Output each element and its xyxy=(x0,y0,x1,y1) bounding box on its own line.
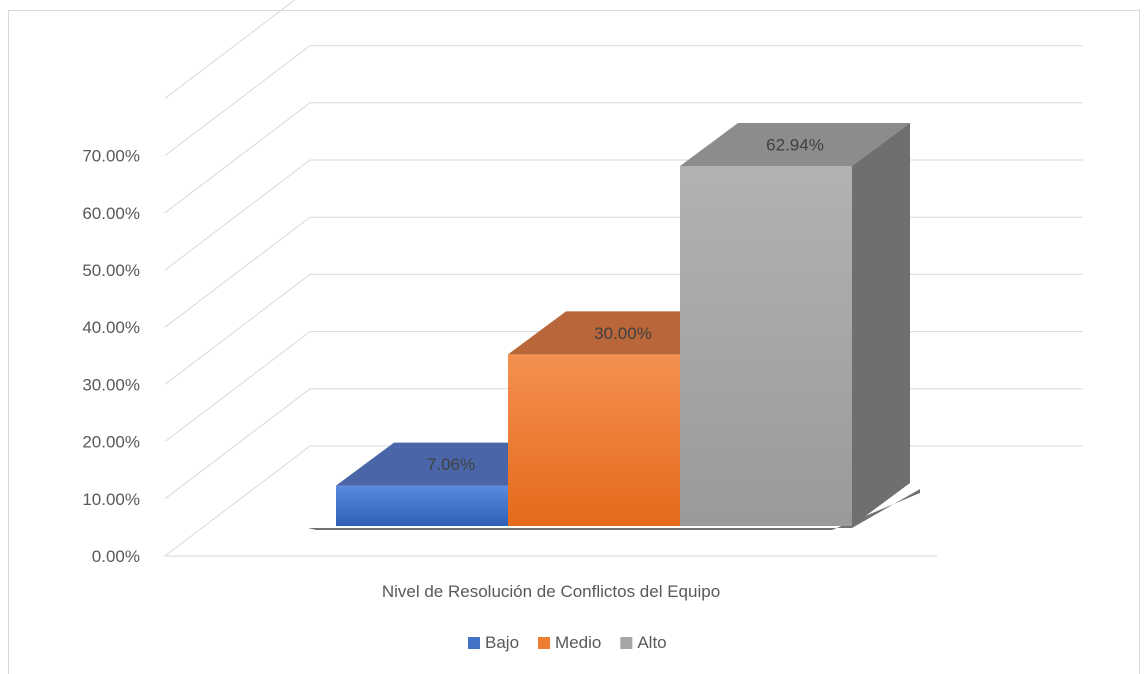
legend: Bajo Medio Alto xyxy=(468,633,667,652)
data-label: 7.06% xyxy=(427,455,475,474)
legend-label: Medio xyxy=(555,633,601,652)
gridline xyxy=(164,216,1083,328)
y-tick-label: 30.00% xyxy=(82,375,140,394)
bar-alto xyxy=(680,122,910,526)
legend-item-alto: Alto xyxy=(620,633,667,652)
x-axis-title: Nivel de Resolución de Conflictos del Eq… xyxy=(382,582,720,601)
bar-front-face xyxy=(508,354,680,526)
bars xyxy=(308,122,920,530)
y-tick-label: 70.00% xyxy=(82,147,140,166)
chart-frame xyxy=(8,10,1140,674)
legend-item-bajo: Bajo xyxy=(468,633,519,652)
bar-front-face xyxy=(680,165,852,526)
legend-swatch xyxy=(620,637,633,649)
y-tick-label: 50.00% xyxy=(82,261,140,280)
gridlines xyxy=(163,0,1083,557)
y-tick-label: 0.00% xyxy=(92,547,140,566)
y-tick-label: 60.00% xyxy=(82,204,140,223)
y-tick-label: 40.00% xyxy=(82,318,140,337)
bar-top-face xyxy=(680,122,910,166)
legend-swatch xyxy=(538,637,551,649)
bar-side-face xyxy=(852,122,910,526)
bar-front-face xyxy=(336,485,508,526)
gridline xyxy=(164,0,296,99)
gridline xyxy=(164,159,1083,271)
data-labels: 7.06% 30.00% 62.94% xyxy=(427,135,824,474)
legend-item-medio: Medio xyxy=(538,633,601,652)
legend-swatch xyxy=(468,637,480,649)
gridline xyxy=(164,102,1083,214)
y-tick-label: 20.00% xyxy=(82,433,140,452)
legend-label: Bajo xyxy=(485,633,519,652)
gridline xyxy=(164,45,1083,156)
bar-medio xyxy=(508,311,738,526)
legend-label: Alto xyxy=(637,633,666,652)
data-label: 62.94% xyxy=(766,135,824,154)
y-tick-label: 10.00% xyxy=(82,490,140,509)
data-label: 30.00% xyxy=(594,324,652,343)
y-axis-ticks: 0.00% 10.00% 20.00% 30.00% 40.00% 50.00% 60.00… xyxy=(82,147,140,566)
